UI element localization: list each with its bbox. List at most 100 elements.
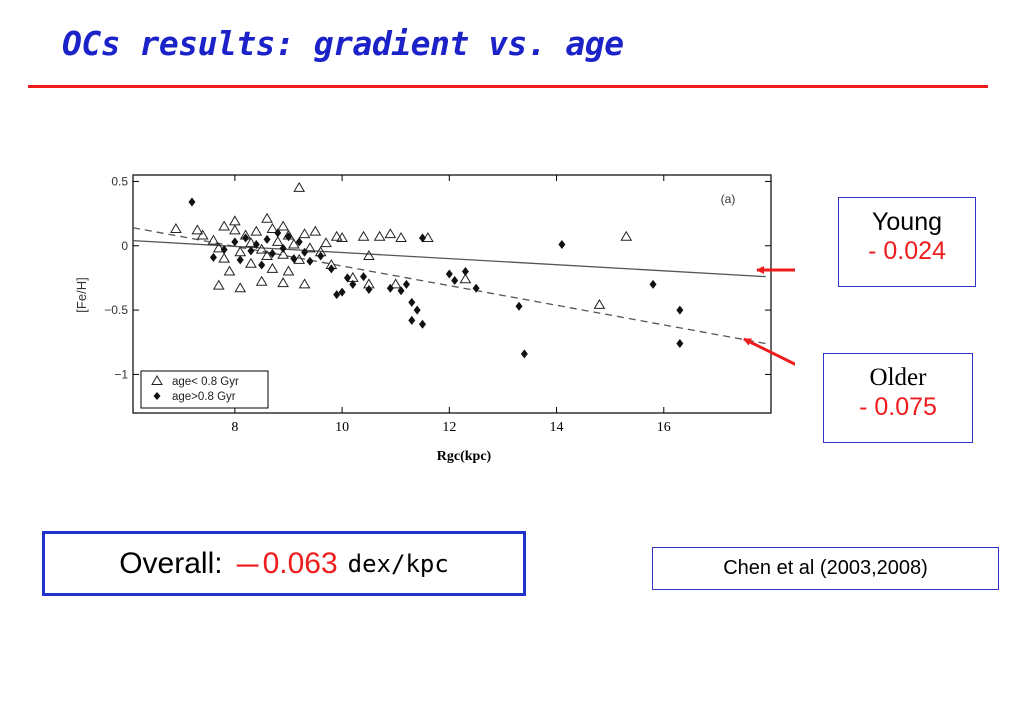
data-point-young	[282, 265, 295, 276]
data-point-older	[209, 252, 217, 262]
overall-gradient-box: Overall: － 0.063 dex/kpc	[42, 531, 526, 596]
data-point-young	[228, 215, 241, 226]
data-point-older	[402, 279, 410, 289]
data-point-older	[386, 283, 394, 293]
data-point-older	[317, 251, 325, 261]
data-point-young	[395, 232, 407, 243]
data-point-young	[298, 278, 311, 289]
data-point-older	[445, 269, 453, 279]
data-point-older	[247, 246, 255, 256]
data-point-young	[620, 230, 633, 241]
data-point-older	[558, 239, 566, 249]
data-point-older	[268, 248, 276, 258]
data-point-young	[218, 220, 231, 231]
data-point-older	[220, 245, 228, 255]
young-label: Young	[872, 208, 942, 236]
legend-entry-young: age< 0.8 Gyr	[172, 376, 239, 388]
young-gradient-value: - 0.024	[868, 237, 946, 265]
data-point-older	[231, 237, 239, 247]
data-point-older	[236, 255, 244, 265]
fit-lines	[132, 227, 766, 345]
data-point-older	[338, 287, 346, 297]
data-point-young	[250, 225, 263, 236]
overall-unit: dex/kpc	[347, 549, 449, 578]
slide-title: OCs results: gradient vs. age	[62, 24, 624, 63]
data-point-young	[373, 230, 386, 241]
data-point-young	[245, 257, 257, 268]
y-axis-ticks: 0.5 0 −0.5 −1	[104, 174, 771, 381]
data-point-older	[242, 233, 250, 243]
y-tick-label: 0	[121, 239, 128, 253]
data-point-young	[170, 223, 182, 234]
overall-minus-sign: －	[232, 549, 263, 585]
x-axis-ticks: 8 10 12 14 16	[231, 175, 671, 435]
data-point-young	[261, 212, 273, 223]
data-point-older	[306, 256, 314, 266]
data-point-older	[295, 237, 303, 247]
data-point-older	[365, 284, 373, 294]
data-point-older	[343, 273, 351, 283]
data-point-young	[277, 248, 289, 259]
data-point-young	[228, 224, 241, 235]
data-point-older	[397, 286, 405, 296]
data-point-young	[293, 181, 306, 192]
data-point-older	[408, 297, 416, 307]
legend-diamond-icon	[153, 392, 161, 400]
data-point-older	[515, 301, 523, 311]
data-point-older	[274, 228, 282, 238]
data-point-older	[188, 197, 196, 207]
data-point-young	[271, 235, 284, 246]
data-point-young	[255, 275, 268, 286]
x-tick-label: 10	[335, 420, 349, 435]
y-tick-label: 0.5	[111, 174, 128, 188]
data-point-young	[277, 220, 289, 231]
data-point-young	[191, 224, 204, 235]
data-point-older	[360, 272, 368, 282]
data-point-young	[320, 237, 332, 248]
data-point-older	[408, 315, 416, 325]
data-point-young	[234, 282, 247, 293]
legend: age< 0.8 Gyr age>0.8 Gyr	[140, 370, 269, 409]
legend-entry-older: age>0.8 Gyr	[172, 391, 236, 403]
y-tick-label: −0.5	[104, 303, 128, 317]
data-point-young	[261, 250, 273, 261]
data-point-young	[223, 265, 236, 276]
older-callout: Older - 0.075	[823, 353, 973, 443]
data-point-older	[290, 254, 298, 264]
data-point-young	[389, 278, 402, 289]
reference-citation: Chen et al (2003,2008)	[652, 547, 999, 590]
data-point-older	[419, 319, 427, 329]
data-point-young	[309, 225, 322, 236]
data-point-young	[266, 223, 279, 234]
overall-label: Overall:	[119, 546, 223, 580]
data-point-older	[419, 233, 427, 243]
data-point-older	[451, 275, 459, 285]
legend-box	[140, 370, 269, 409]
data-point-older	[258, 260, 266, 270]
data-point-older	[333, 290, 341, 300]
x-axis-label: Rgc(kpc)	[437, 449, 492, 464]
y-axis-label: [Fe/H]	[74, 277, 89, 312]
data-point-older	[520, 349, 528, 359]
data-point-young	[593, 298, 606, 309]
legend-triangle-icon	[151, 375, 163, 385]
older-label: Older	[869, 364, 927, 391]
data-points	[170, 181, 684, 359]
data-point-young	[277, 277, 289, 288]
data-point-young	[196, 229, 209, 240]
x-tick-label: 8	[231, 420, 238, 435]
y-tick-label: −1	[114, 367, 128, 381]
data-point-older	[461, 266, 469, 276]
data-point-older	[263, 234, 271, 244]
x-tick-label: 16	[657, 420, 671, 435]
older-arrow	[743, 337, 795, 366]
data-point-older	[349, 279, 357, 289]
data-point-young	[459, 273, 472, 284]
older-gradient-value: - 0.075	[859, 393, 937, 421]
data-point-young	[304, 242, 316, 253]
data-point-older	[327, 264, 335, 274]
data-point-young	[363, 250, 375, 261]
x-tick-label: 14	[550, 420, 564, 435]
fit-line-young	[132, 239, 766, 278]
panel-label: (a)	[721, 192, 736, 206]
